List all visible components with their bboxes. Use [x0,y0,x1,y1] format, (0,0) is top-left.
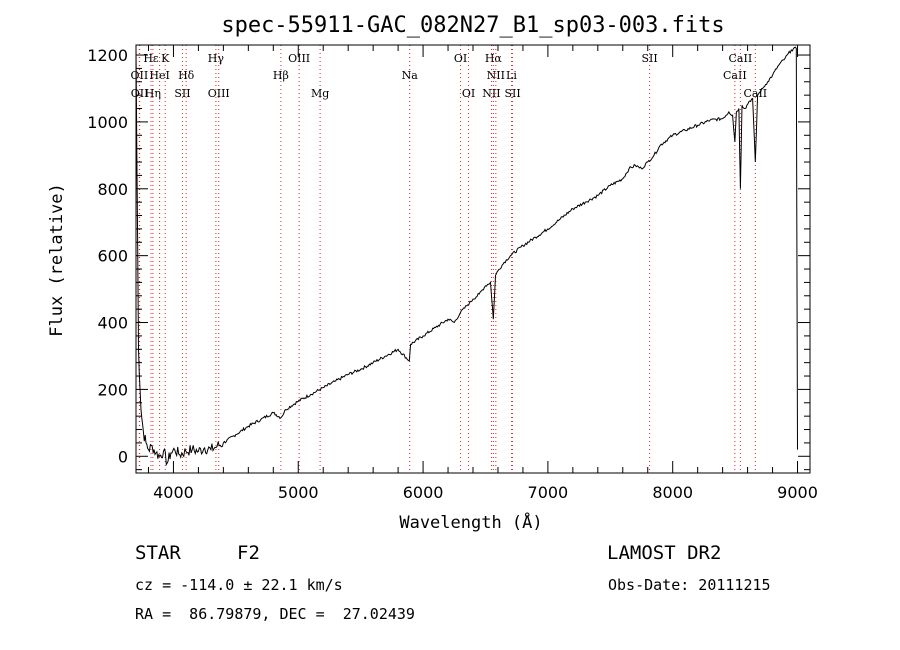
y-tick-label: 600 [97,247,128,266]
line-marker-label: Hα [485,52,503,65]
line-marker-label: Hη [145,87,161,100]
y-tick-label: 0 [118,447,128,466]
line-marker-label: OII [131,69,149,82]
line-marker-label: SII [641,52,657,65]
line-marker-label: OII [131,87,149,100]
line-marker-label: NII [482,87,500,100]
x-tick-label: 9000 [777,483,818,502]
redshift-cz: cz = -114.0 ± 22.1 km/s [135,576,343,594]
x-tick-label: 5000 [278,483,319,502]
x-axis-label: Wavelength (Å) [399,511,542,533]
y-axis-label: Flux (relative) [47,183,67,337]
x-tick-label: 8000 [652,483,693,502]
line-marker-label: Hδ [178,69,195,82]
y-tick-label: 400 [97,314,128,333]
line-marker-label: CaII [723,69,747,82]
line-marker-label: NII [487,69,505,82]
line-marker-label: Hβ [273,69,289,82]
plot-frame [135,44,811,474]
ra-dec: RA = 86.79879, DEC = 27.02439 [135,605,415,623]
y-tick-label: 800 [97,180,128,199]
y-tick-label: 1000 [87,113,128,132]
y-tick-label: 1200 [87,46,128,65]
x-tick-label: 7000 [528,483,569,502]
line-marker-label: SII [504,87,520,100]
axes: 4000 5000 6000 7000 8000 9000 0 200 400 600 800 100… [87,44,818,502]
x-tick-label: 6000 [403,483,444,502]
line-marker-label: Li [506,69,517,82]
survey-name: LAMOST DR2 [607,542,722,564]
line-marker-label: Hγ [208,52,225,65]
line-marker-label: Hε [143,52,159,65]
line-marker-label: CaII [729,52,753,65]
line-marker-label: OIII [288,52,310,65]
line-marker-label: K [161,52,170,65]
line-marker-label: CaII [743,87,767,100]
line-marker-label: OI [462,87,475,100]
line-marker-label: HeI [149,69,169,82]
chart-title: spec-55911-GAC_082N27_B1_sp03-003.fits [221,13,724,38]
line-marker-label: OIII [208,87,230,100]
spectrum-series [135,46,798,467]
observation-date: Obs-Date: 20111215 [608,576,771,594]
y-tick-label: 200 [97,380,128,399]
line-marker-label: SII [174,87,190,100]
x-tick-label: 4000 [153,483,194,502]
object-class: STAR [135,542,181,564]
line-marker-label: Mg [311,87,329,100]
object-subclass: F2 [237,542,260,564]
line-marker-label: OI [454,52,467,65]
line-marker-label: Na [402,69,419,82]
spectrum-line [135,46,798,467]
